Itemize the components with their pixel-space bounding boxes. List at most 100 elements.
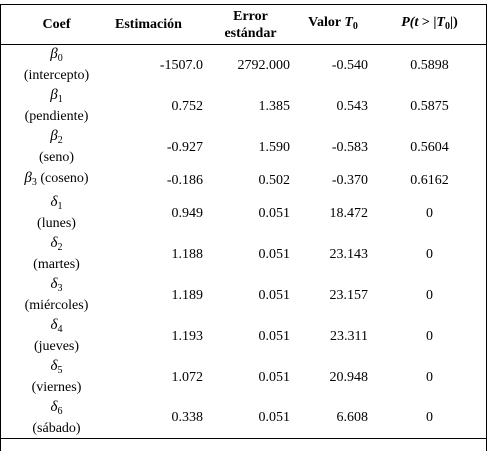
coef-name: (sábado) — [32, 420, 81, 436]
coef-symbol: δ — [50, 358, 58, 374]
valor-t-cell: -0.370 — [331, 172, 368, 188]
valor-t-cell: 23.157 — [329, 287, 369, 303]
error-cell: 1.385 — [258, 98, 291, 114]
header-p-value: P(t > |T0|) — [372, 4, 487, 45]
valor-t-cell: -0.540 — [331, 57, 368, 73]
coef-name: (pendiente) — [24, 109, 89, 124]
valor-t-cell: -0.583 — [331, 139, 368, 155]
header-p-close: |) — [449, 15, 458, 30]
estimacion-cell: 0.338 — [113, 397, 207, 439]
p-value-cell: 0 — [426, 246, 433, 262]
coef-sub: 5 — [57, 365, 63, 376]
error-cell: 0.051 — [258, 328, 291, 344]
coef-name: (martes) — [33, 257, 80, 272]
coef-cell: β3 (coseno) — [0, 168, 113, 193]
p-value-cell: 0 — [372, 397, 487, 439]
header-error-line1: Error — [233, 8, 268, 24]
table-row: β3 (coseno) -0.186 0.502 -0.370 0.6162 — [0, 168, 487, 193]
coef-symbol: β — [24, 169, 32, 186]
p-value-cell: 0.6162 — [410, 172, 449, 188]
estimacion-cell: -0.927 — [166, 139, 203, 155]
coef-cell: δ5 (viernes) — [0, 357, 113, 398]
table-row: δ5 (viernes) 1.072 0.051 20.948 0 — [0, 357, 487, 398]
coef-symbol: δ — [50, 276, 58, 292]
coef-symbol: β — [50, 87, 58, 103]
coef-symbol: δ — [50, 317, 58, 333]
coef-name: (coseno) — [40, 170, 89, 186]
coef-symbol: β — [50, 128, 58, 144]
estimacion-cell: 1.188 — [171, 246, 204, 262]
estimacion-cell: -0.186 — [166, 172, 203, 188]
table-header: Coef Estimación Error estándar Valor T0 … — [0, 4, 487, 45]
estimacion-cell: 1.072 — [171, 369, 204, 385]
coefficients-table: Coef Estimación Error estándar Valor T0 … — [0, 4, 487, 439]
error-cell: 0.502 — [258, 172, 291, 188]
p-value-cell: 0 — [426, 205, 433, 221]
coef-cell: δ6 (sábado) — [0, 397, 113, 439]
table-row: β0 (intercepto) -1507.0 2792.000 -0.540 … — [0, 45, 487, 86]
coef-cell: β2 (seno) — [0, 127, 113, 168]
header-error-estandar: Error estándar — [207, 4, 294, 45]
header-valor-symbol: T — [344, 15, 353, 30]
coef-name: (miércoles) — [24, 298, 89, 313]
table-row: δ1 (lunes) 0.949 0.051 18.472 0 — [0, 193, 487, 234]
p-value-cell: 0 — [426, 328, 433, 344]
estimacion-cell: 1.189 — [171, 287, 204, 303]
p-value-cell: 0 — [426, 287, 433, 303]
table-left-border — [0, 4, 1, 451]
p-value-cell: 0.5604 — [410, 139, 449, 155]
valor-t-cell: 20.948 — [329, 369, 369, 385]
valor-t-cell: 18.472 — [329, 205, 369, 221]
coef-sub: 2 — [57, 242, 63, 253]
valor-t-cell: 0.543 — [336, 98, 369, 114]
error-cell: 2792.000 — [237, 57, 291, 73]
header-error-line2: estándar — [224, 25, 277, 41]
estimacion-cell: 0.949 — [171, 205, 204, 221]
p-value-cell: 0.5898 — [410, 57, 449, 73]
header-p-T: T — [436, 15, 445, 30]
table-row: δ2 (martes) 1.188 0.051 23.143 0 — [0, 234, 487, 275]
estimacion-cell: 1.193 — [171, 328, 204, 344]
header-p-gt: > | — [418, 15, 437, 30]
error-cell: 0.051 — [258, 369, 291, 385]
header-p-open: P( — [401, 15, 415, 30]
coef-sub: 3 — [57, 283, 63, 294]
error-cell: 0.051 — [258, 205, 291, 221]
table-row: β1 (pendiente) 0.752 1.385 0.543 0.5875 — [0, 86, 487, 127]
header-row: Coef Estimación Error estándar Valor T0 … — [0, 4, 487, 45]
header-estimacion: Estimación — [113, 4, 207, 45]
coef-name: (jueves) — [33, 339, 80, 354]
coef-cell: δ4 (jueves) — [0, 316, 113, 357]
table-row: δ6 (sábado) 0.338 0.051 6.608 0 — [0, 397, 487, 439]
table-row: β2 (seno) -0.927 1.590 -0.583 0.5604 — [0, 127, 487, 168]
header-valor-sub: 0 — [352, 21, 358, 32]
coef-cell: δ2 (martes) — [0, 234, 113, 275]
coef-sub: 2 — [57, 135, 63, 146]
coef-sub: 0 — [57, 53, 63, 65]
header-p-t: t — [414, 15, 419, 30]
coef-symbol: δ — [50, 194, 58, 210]
table-body: β0 (intercepto) -1507.0 2792.000 -0.540 … — [0, 45, 487, 439]
coef-symbol: δ — [50, 235, 58, 251]
coef-cell: β1 (pendiente) — [0, 86, 113, 127]
error-cell: 0.051 — [258, 246, 291, 262]
p-value-cell: 0.5875 — [410, 98, 449, 114]
header-valor-t: Valor T0 — [294, 4, 372, 45]
estimacion-cell: 0.752 — [171, 98, 204, 114]
coef-symbol: β — [50, 46, 58, 63]
coef-sub: 3 — [31, 176, 37, 188]
coef-name: (viernes) — [31, 380, 82, 395]
p-value-cell: 0 — [426, 369, 433, 385]
coef-name: (seno) — [39, 150, 74, 165]
coef-symbol: δ — [50, 398, 58, 415]
coef-cell: δ1 (lunes) — [0, 193, 113, 234]
error-cell: 0.051 — [258, 287, 291, 303]
table-row: δ4 (jueves) 1.193 0.051 23.311 0 — [0, 316, 487, 357]
coef-name: (lunes) — [37, 216, 76, 231]
coef-name: (intercepto) — [23, 68, 90, 84]
coef-cell: δ3 (miércoles) — [0, 275, 113, 316]
coef-cell: β0 (intercepto) — [0, 45, 113, 86]
header-p-sub: 0 — [444, 21, 450, 32]
valor-t-cell: 23.311 — [330, 328, 368, 344]
